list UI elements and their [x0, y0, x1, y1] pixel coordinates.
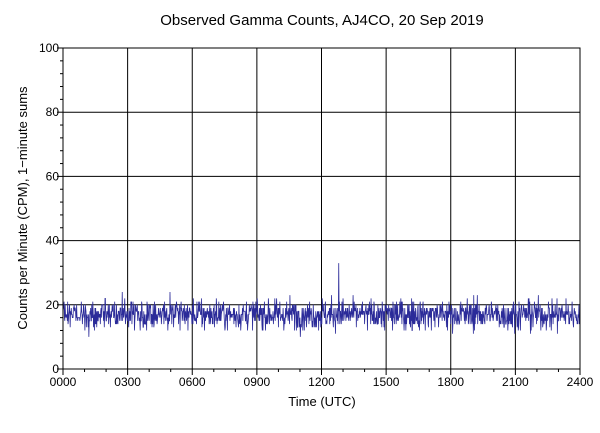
y-tick-label: 0	[52, 362, 59, 376]
y-tick-label: 40	[46, 234, 60, 248]
y-tick-label: 100	[39, 41, 59, 55]
chart-title: Observed Gamma Counts, AJ4CO, 20 Sep 201…	[160, 12, 484, 29]
x-axis-label: Time (UTC)	[288, 394, 355, 409]
x-tick-label: 0300	[114, 375, 141, 389]
x-tick-label: 1500	[373, 375, 400, 389]
y-tick-label: 80	[46, 105, 60, 119]
x-tick-label: 2100	[502, 375, 529, 389]
x-tick-label: 0000	[50, 375, 77, 389]
x-tick-label: 1800	[437, 375, 464, 389]
y-tick-label: 60	[46, 169, 60, 183]
axis-ticks: 0 20 40 60 80 100 0000 0300 0600 0900 1200 1500 1800…	[39, 41, 594, 389]
x-tick-label: 1200	[308, 375, 335, 389]
gridlines	[63, 48, 580, 369]
x-tick-label: 0900	[244, 375, 271, 389]
x-tick-label: 2400	[567, 375, 594, 389]
x-tick-label: 0600	[179, 375, 206, 389]
series-line	[62, 263, 581, 337]
y-tick-label: 20	[46, 298, 60, 312]
series-layer	[62, 263, 581, 337]
y-axis-label: Counts per Minute (CPM), 1−minute sums	[15, 86, 30, 330]
